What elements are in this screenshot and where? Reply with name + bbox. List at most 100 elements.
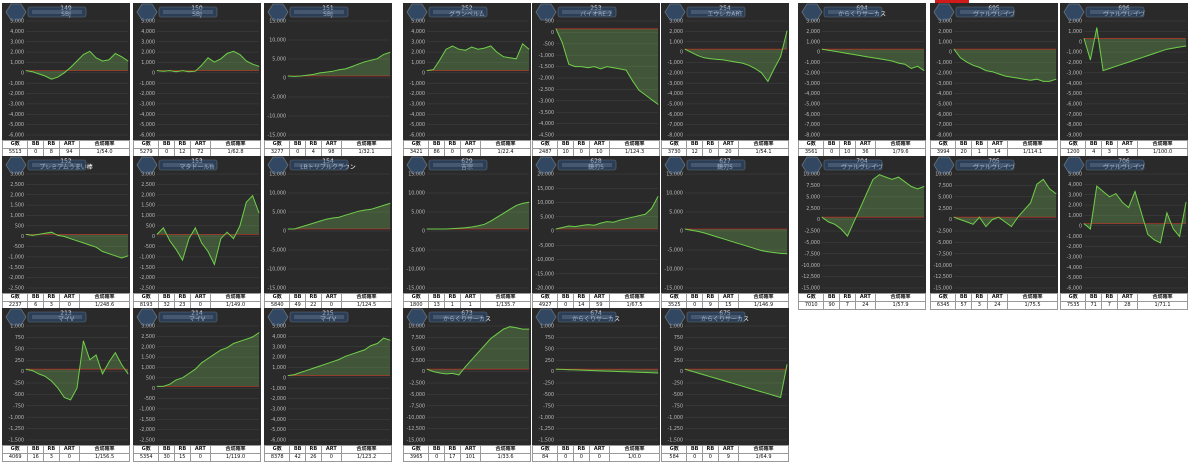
machine-chart: 696ヴァルヴレイヴ2,0001,0000-1,000-2,000-3,000-… bbox=[1067, 5, 1187, 139]
balance-area bbox=[1084, 27, 1186, 71]
data-point bbox=[729, 240, 730, 242]
stats-header: G数 bbox=[798, 140, 825, 149]
data-point bbox=[953, 216, 955, 218]
y-tick-label: -6,000 bbox=[140, 133, 155, 139]
stats-header: ART bbox=[1116, 293, 1139, 302]
data-point bbox=[600, 370, 601, 372]
data-point bbox=[581, 66, 582, 67]
stats-header: 合成確率 bbox=[1137, 140, 1188, 149]
stats-table: G数 BB RB ART 合成確率 3965 0 17 101 1/33.6 bbox=[403, 445, 531, 462]
stats-header: ART bbox=[58, 445, 81, 454]
data-point bbox=[555, 368, 557, 370]
data-point bbox=[207, 358, 209, 359]
data-point bbox=[879, 58, 880, 60]
stats-value: 15 bbox=[174, 453, 191, 462]
watermark-logo-icon bbox=[136, 3, 218, 21]
stats-header: BB bbox=[27, 140, 44, 149]
y-tick-label: -4,000 bbox=[668, 91, 683, 97]
y-tick-label: -2,500 bbox=[805, 229, 820, 235]
stats-header: 合成確率 bbox=[738, 445, 789, 454]
data-point bbox=[156, 234, 158, 235]
y-tick-label: -4,500 bbox=[539, 133, 554, 139]
watermark-logo-icon bbox=[5, 156, 87, 174]
stats-value: 6345 bbox=[930, 301, 957, 310]
data-point bbox=[555, 228, 557, 230]
stats-value: 8378 bbox=[264, 453, 291, 462]
machine-chart: 151SBJ15,00010,0005,0000-5,000-10,000-15… bbox=[267, 5, 391, 139]
y-tick-label: 500 bbox=[674, 346, 683, 352]
data-point bbox=[1004, 75, 1006, 77]
stats-value: 0 bbox=[702, 453, 719, 462]
data-point bbox=[357, 351, 359, 353]
y-tick-label: -4,000 bbox=[1067, 81, 1082, 87]
data-point bbox=[729, 382, 730, 383]
stats-header: G数 bbox=[532, 293, 559, 302]
machine-chart-panel: 254エウレカART3,0002,0001,0000-1,000-2,000-3… bbox=[661, 3, 789, 157]
watermark-logo-icon bbox=[136, 156, 218, 174]
stats-header: BB bbox=[1085, 140, 1102, 149]
data-point bbox=[866, 56, 867, 58]
data-point bbox=[325, 363, 327, 365]
stats-header: 合成確率 bbox=[480, 445, 531, 454]
stats-value: 26 bbox=[305, 453, 322, 462]
stats-header: RB bbox=[1101, 293, 1118, 302]
y-tick-label: -500 bbox=[543, 392, 554, 398]
data-point bbox=[761, 250, 762, 251]
data-point bbox=[51, 231, 52, 233]
y-tick-label: -5,000 bbox=[668, 248, 683, 254]
data-point bbox=[220, 349, 222, 351]
stats-header: G数 bbox=[1060, 140, 1087, 149]
stats-header: RB bbox=[573, 140, 590, 149]
data-point bbox=[1179, 236, 1180, 237]
stats-table: G数 BB RB ART 合成確率 3277 0 4 98 1/32.1 bbox=[264, 140, 392, 157]
data-point bbox=[716, 59, 718, 60]
stats-table: G数 BB RB ART 合成確率 84 0 0 0 1/0.0 bbox=[532, 445, 660, 462]
data-point bbox=[490, 220, 492, 222]
data-point bbox=[376, 58, 378, 60]
data-point bbox=[1153, 53, 1155, 54]
data-point bbox=[898, 176, 899, 178]
data-point bbox=[684, 368, 686, 370]
watermark-logo-icon bbox=[406, 308, 488, 326]
data-point bbox=[163, 70, 164, 72]
y-tick-label: -3,000 bbox=[140, 102, 155, 108]
y-tick-label: 7,500 bbox=[938, 183, 952, 189]
data-point bbox=[484, 223, 485, 225]
machine-chart: 213マイV1,0007505002500-250-500-750-1,000-… bbox=[9, 310, 129, 444]
machine-chart: 149SBJ5,0004,0003,0002,0001,0000-1,000-2… bbox=[9, 5, 129, 139]
data-point bbox=[245, 60, 247, 62]
data-point bbox=[345, 214, 346, 216]
stats-value: 90 bbox=[823, 301, 840, 310]
y-tick-label: 0 bbox=[283, 375, 286, 381]
y-tick-label: -4,000 bbox=[1067, 265, 1082, 271]
data-point bbox=[1134, 191, 1136, 192]
y-tick-label: -500 bbox=[13, 392, 24, 398]
stats-table: G数 BB RB ART 合成確率 4069 16 3 0 1/156.5 bbox=[2, 445, 130, 462]
stats-header: BB bbox=[823, 140, 840, 149]
stats-header: ART bbox=[459, 140, 482, 149]
y-tick-label: 1,000 bbox=[411, 60, 425, 66]
data-point bbox=[76, 240, 78, 242]
y-tick-label: -15,000 bbox=[933, 286, 952, 292]
stats-header: RB bbox=[702, 293, 719, 302]
y-tick-label: -5,000 bbox=[271, 248, 286, 254]
y-tick-label: -1,500 bbox=[140, 265, 155, 271]
data-point bbox=[716, 378, 718, 379]
data-point bbox=[923, 70, 925, 71]
data-point bbox=[1004, 221, 1006, 223]
y-tick-label: 3,000 bbox=[141, 39, 155, 45]
data-point bbox=[351, 353, 353, 355]
stats-header: ART bbox=[189, 140, 212, 149]
data-point bbox=[613, 370, 614, 372]
stats-value: 7 bbox=[1101, 301, 1118, 310]
data-point bbox=[657, 196, 659, 197]
data-point bbox=[522, 328, 523, 330]
data-point bbox=[1141, 57, 1142, 59]
data-point bbox=[383, 54, 384, 55]
data-point bbox=[313, 367, 314, 369]
data-point bbox=[1109, 68, 1110, 69]
data-point bbox=[458, 374, 460, 376]
machine-chart-panel: 153マタドールIII3,0002,5002,0001,5001,0005000… bbox=[133, 156, 261, 310]
machine-chart-panel: 154LBトリプルクラウン15,00010,0005,0000-5,000-10… bbox=[264, 156, 392, 310]
data-point bbox=[357, 63, 359, 65]
